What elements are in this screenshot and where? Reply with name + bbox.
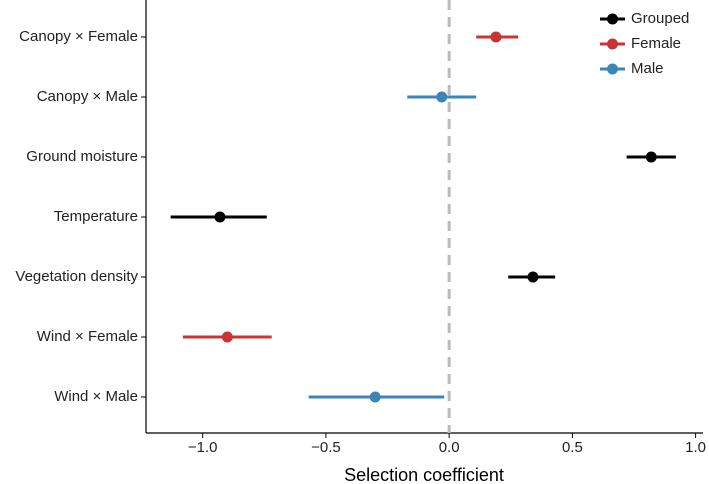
y-tick-label: Wind × Female	[37, 328, 138, 345]
point	[490, 31, 502, 43]
y-tick-label: Canopy × Female	[19, 28, 138, 45]
x-axis-title: Selection coefficient	[344, 465, 504, 484]
y-tick-label: Wind × Male	[54, 388, 138, 405]
x-tick-label: −0.5	[311, 439, 341, 456]
legend-label: Male	[631, 60, 664, 77]
x-tick-label: 0.5	[562, 439, 583, 456]
legend-marker	[607, 13, 618, 25]
point	[221, 331, 233, 343]
legend-marker	[607, 63, 618, 75]
point	[527, 271, 539, 283]
y-tick-label: Canopy × Male	[37, 88, 138, 105]
x-tick-label: −1.0	[188, 439, 218, 456]
legend-label: Female	[631, 35, 681, 52]
y-tick-label: Temperature	[54, 208, 138, 225]
legend-label: Grouped	[631, 10, 689, 27]
x-tick-label: 0.0	[439, 439, 460, 456]
y-tick-label: Ground moisture	[26, 148, 138, 165]
point	[645, 151, 657, 163]
point	[369, 391, 381, 403]
point	[436, 91, 448, 103]
y-tick-label: Vegetation density	[15, 268, 138, 285]
x-tick-label: 1.0	[685, 439, 706, 456]
point	[214, 211, 226, 223]
legend-marker	[607, 38, 618, 50]
